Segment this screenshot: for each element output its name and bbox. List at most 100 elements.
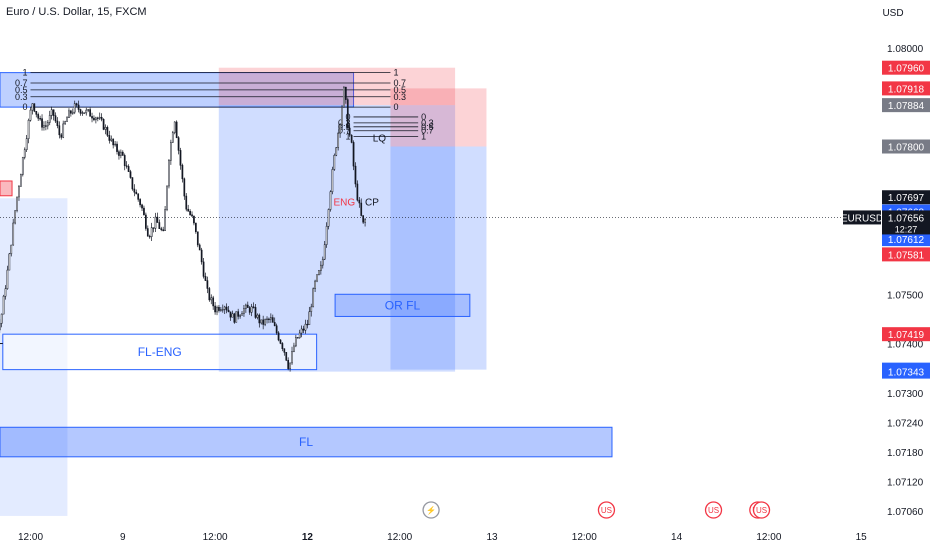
candle-body xyxy=(305,324,306,330)
candle-body xyxy=(24,150,25,158)
candle-body xyxy=(320,265,321,271)
candle-body xyxy=(339,125,340,133)
candle-body xyxy=(5,289,6,297)
current-price-label: 1.07656 xyxy=(888,213,925,224)
candle-body xyxy=(291,351,292,362)
candle-body xyxy=(155,217,156,228)
candle-body xyxy=(20,174,21,186)
candle-body xyxy=(15,211,16,223)
time-tick-label: 12:00 xyxy=(572,532,597,543)
candle-body xyxy=(211,298,212,300)
candle-body xyxy=(286,352,287,360)
candle-body xyxy=(36,111,37,114)
candle-body xyxy=(238,312,239,317)
candle-body xyxy=(278,333,279,340)
candle-body xyxy=(116,144,117,152)
zone-box[interactable] xyxy=(390,147,486,370)
price-tag-label: 1.07581 xyxy=(888,250,925,261)
candle-body xyxy=(13,223,14,245)
candle-body xyxy=(341,107,342,125)
candle-body xyxy=(307,324,308,325)
candle-body xyxy=(22,157,23,174)
candle-body xyxy=(188,209,189,211)
candle-body xyxy=(53,110,54,116)
candle-body xyxy=(195,223,196,232)
candle-body xyxy=(220,310,221,311)
candle-body xyxy=(141,205,142,208)
time-tick-label: 15 xyxy=(856,532,868,543)
candle-body xyxy=(51,110,52,116)
candle-body xyxy=(349,128,350,135)
candle-body xyxy=(157,217,158,222)
candle-body xyxy=(78,105,79,110)
candle-body xyxy=(203,262,204,277)
zone-box[interactable] xyxy=(0,181,12,196)
candle-body xyxy=(76,104,77,105)
candle-body xyxy=(3,296,4,314)
candle-body xyxy=(313,289,314,307)
candle-body xyxy=(176,122,177,138)
candle-body xyxy=(276,326,277,333)
candle-body xyxy=(88,110,89,111)
chart-annotation: ENG xyxy=(333,198,355,209)
candle-body xyxy=(9,254,10,270)
candle-body xyxy=(199,245,200,250)
candle-body xyxy=(11,245,12,254)
price-tick-label: 1.07240 xyxy=(887,418,924,429)
candle-body xyxy=(289,363,290,369)
price-axis: USD1.080001.078001.076971.075001.074001.… xyxy=(841,0,932,550)
candle-body xyxy=(261,320,262,323)
candle-body xyxy=(161,229,162,230)
candle-body xyxy=(40,118,41,119)
candle-body xyxy=(138,194,139,199)
candle-body xyxy=(163,230,164,231)
candle-body xyxy=(191,215,192,216)
price-tick-label: 1.07060 xyxy=(887,507,924,518)
candle-body xyxy=(351,135,352,142)
candle-body xyxy=(32,104,33,110)
candle-body xyxy=(343,87,344,107)
event-marker-glyph: US xyxy=(708,506,719,515)
fib-level-label: 0.3 xyxy=(15,92,28,102)
candle-body xyxy=(186,196,187,209)
candle-body xyxy=(82,113,83,114)
candle-body xyxy=(326,226,327,244)
candle-body xyxy=(361,203,362,216)
price-tag-label: 1.07419 xyxy=(888,330,925,341)
candle-body xyxy=(316,275,317,281)
candle-body xyxy=(299,333,300,338)
candle-body xyxy=(328,210,329,227)
candle-body xyxy=(255,307,256,317)
candle-body xyxy=(30,110,31,120)
price-tag-label: 1.07697 xyxy=(888,193,925,204)
fib-level-label: 1 xyxy=(421,132,426,142)
candle-body xyxy=(266,319,267,320)
candle-body xyxy=(259,315,260,323)
candle-body xyxy=(91,116,92,118)
candle-body xyxy=(288,360,289,368)
zone-label: OR FL xyxy=(385,298,421,312)
price-tick-label: 1.08000 xyxy=(887,44,924,55)
candle-body xyxy=(234,314,235,323)
candle-body xyxy=(115,144,116,145)
time-tick-label: 12 xyxy=(302,532,314,543)
candle-body xyxy=(218,307,219,310)
candle-body xyxy=(153,228,154,229)
candle-body xyxy=(264,319,265,324)
candle-body xyxy=(297,337,298,338)
candle-body xyxy=(274,322,275,325)
candle-body xyxy=(301,329,302,333)
candle-body xyxy=(190,211,191,215)
candle-body xyxy=(80,110,81,114)
candle-body xyxy=(215,306,216,312)
candle-body xyxy=(86,110,87,113)
candle-body xyxy=(268,319,269,320)
chart-title: Euro / U.S. Dollar, 15, FXCM xyxy=(6,6,147,18)
axis-currency-label: USD xyxy=(882,8,903,19)
zone-label: FL xyxy=(299,435,313,449)
time-axis-bg xyxy=(0,520,932,550)
candle-body xyxy=(128,166,129,171)
